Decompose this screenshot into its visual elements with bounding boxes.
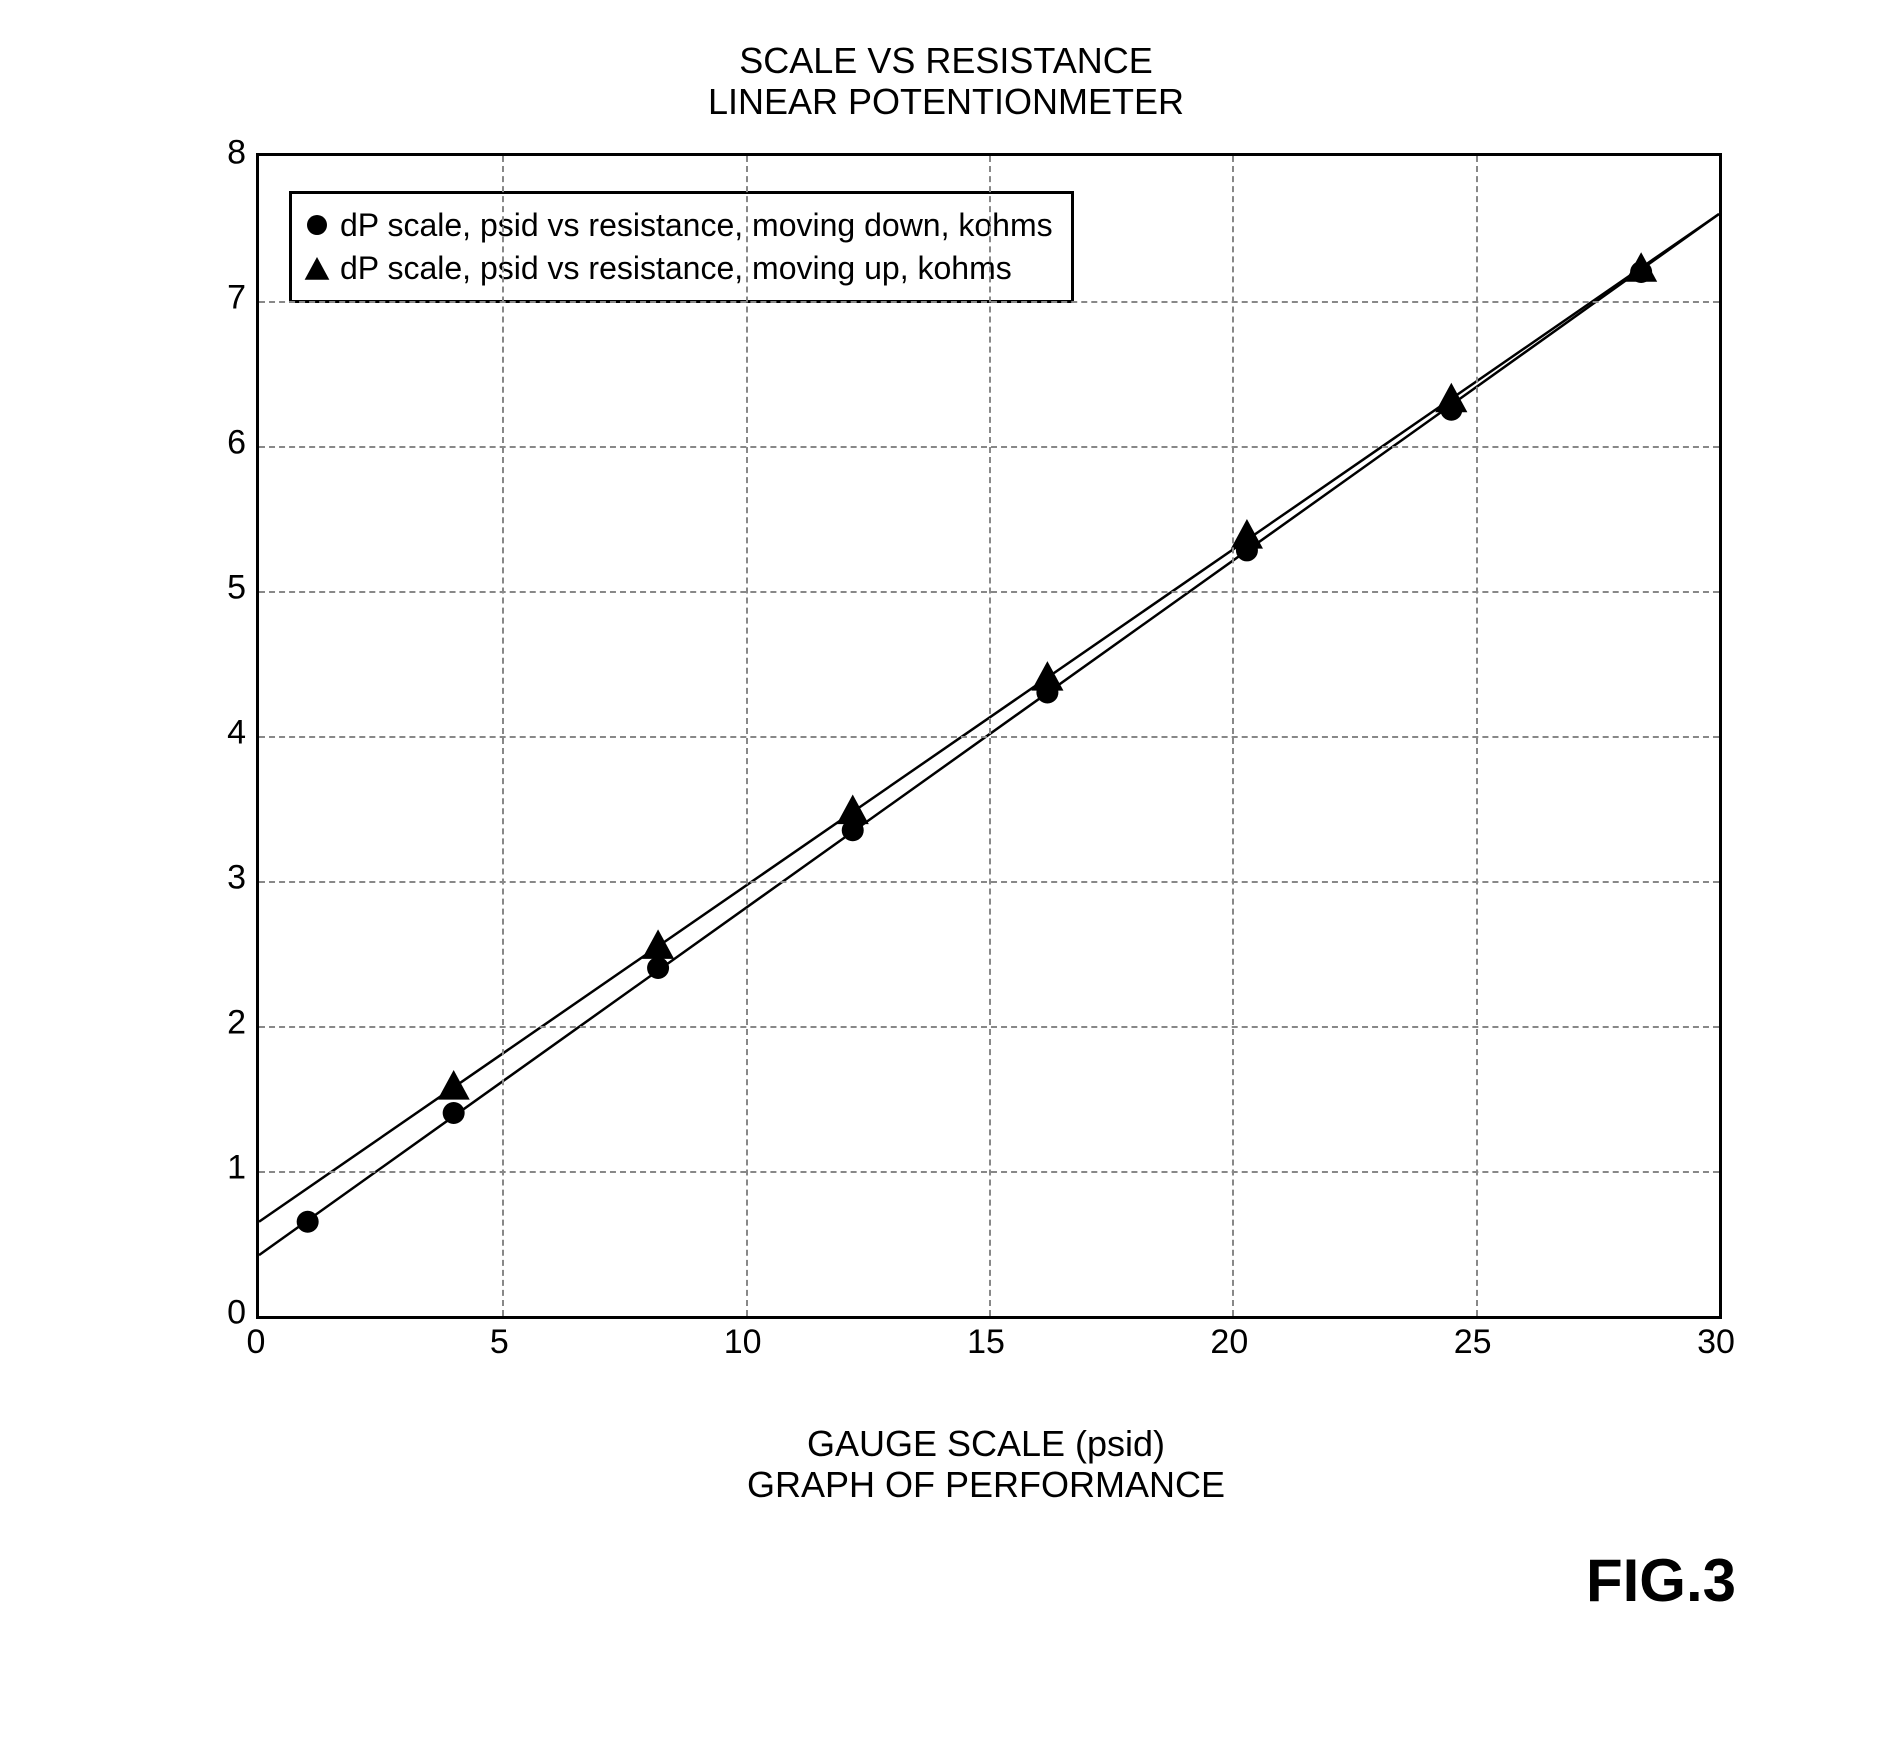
data-point-triangle xyxy=(642,929,674,959)
y-tick-label: 0 xyxy=(206,1293,246,1332)
grid-line-horizontal xyxy=(259,1171,1719,1173)
chart-area: RESISTANCE (k ohms) dP scale, psid vs re… xyxy=(96,133,1796,1413)
data-point-circle xyxy=(297,1211,319,1233)
data-point-triangle xyxy=(1231,519,1263,549)
x-axis-label: GAUGE SCALE (psid) GRAPH OF PERFORMANCE xyxy=(256,1423,1716,1506)
legend-label: dP scale, psid vs resistance, moving up,… xyxy=(340,247,1012,290)
x-tick-label: 10 xyxy=(724,1323,762,1362)
x-tick-label: 20 xyxy=(1210,1323,1248,1362)
grid-line-horizontal xyxy=(259,591,1719,593)
y-tick-label: 1 xyxy=(206,1148,246,1187)
figure-container: SCALE VS RESISTANCE LINEAR POTENTIONMETE… xyxy=(96,40,1796,1615)
data-point-triangle xyxy=(837,794,869,824)
y-tick-label: 6 xyxy=(206,423,246,462)
data-point-triangle xyxy=(1031,661,1063,691)
grid-line-horizontal xyxy=(259,1026,1719,1028)
chart-title: SCALE VS RESISTANCE LINEAR POTENTIONMETE… xyxy=(96,40,1796,123)
legend-label: dP scale, psid vs resistance, moving dow… xyxy=(340,204,1053,247)
title-line-2: LINEAR POTENTIONMETER xyxy=(96,81,1796,122)
grid-line-horizontal xyxy=(259,301,1719,303)
y-tick-label: 2 xyxy=(206,1003,246,1042)
grid-line-horizontal xyxy=(259,446,1719,448)
data-point-triangle xyxy=(438,1070,470,1100)
data-point-circle xyxy=(443,1102,465,1124)
figure-number: FIG.3 xyxy=(96,1546,1736,1615)
grid-line-horizontal xyxy=(259,881,1719,883)
title-line-1: SCALE VS RESISTANCE xyxy=(96,40,1796,81)
data-point-triangle xyxy=(1625,252,1657,282)
chart-legend: dP scale, psid vs resistance, moving dow… xyxy=(289,191,1074,303)
legend-item: dP scale, psid vs resistance, moving up,… xyxy=(304,247,1053,290)
circle-marker-icon xyxy=(304,212,330,238)
y-tick-label: 8 xyxy=(206,133,246,172)
x-axis-label-line-2: GRAPH OF PERFORMANCE xyxy=(256,1464,1716,1505)
x-tick-label: 5 xyxy=(490,1323,509,1362)
triangle-marker-icon xyxy=(304,256,330,282)
grid-line-horizontal xyxy=(259,736,1719,738)
plot-area: dP scale, psid vs resistance, moving dow… xyxy=(256,153,1722,1319)
x-tick-label: 25 xyxy=(1454,1323,1492,1362)
y-tick-label: 3 xyxy=(206,858,246,897)
data-point-circle xyxy=(647,957,669,979)
legend-item: dP scale, psid vs resistance, moving dow… xyxy=(304,204,1053,247)
x-axis-label-line-1: GAUGE SCALE (psid) xyxy=(256,1423,1716,1464)
x-tick-label: 0 xyxy=(247,1323,266,1362)
y-tick-label: 4 xyxy=(206,713,246,752)
y-tick-label: 7 xyxy=(206,278,246,317)
x-tick-label: 15 xyxy=(967,1323,1005,1362)
x-tick-label: 30 xyxy=(1697,1323,1735,1362)
y-tick-label: 5 xyxy=(206,568,246,607)
